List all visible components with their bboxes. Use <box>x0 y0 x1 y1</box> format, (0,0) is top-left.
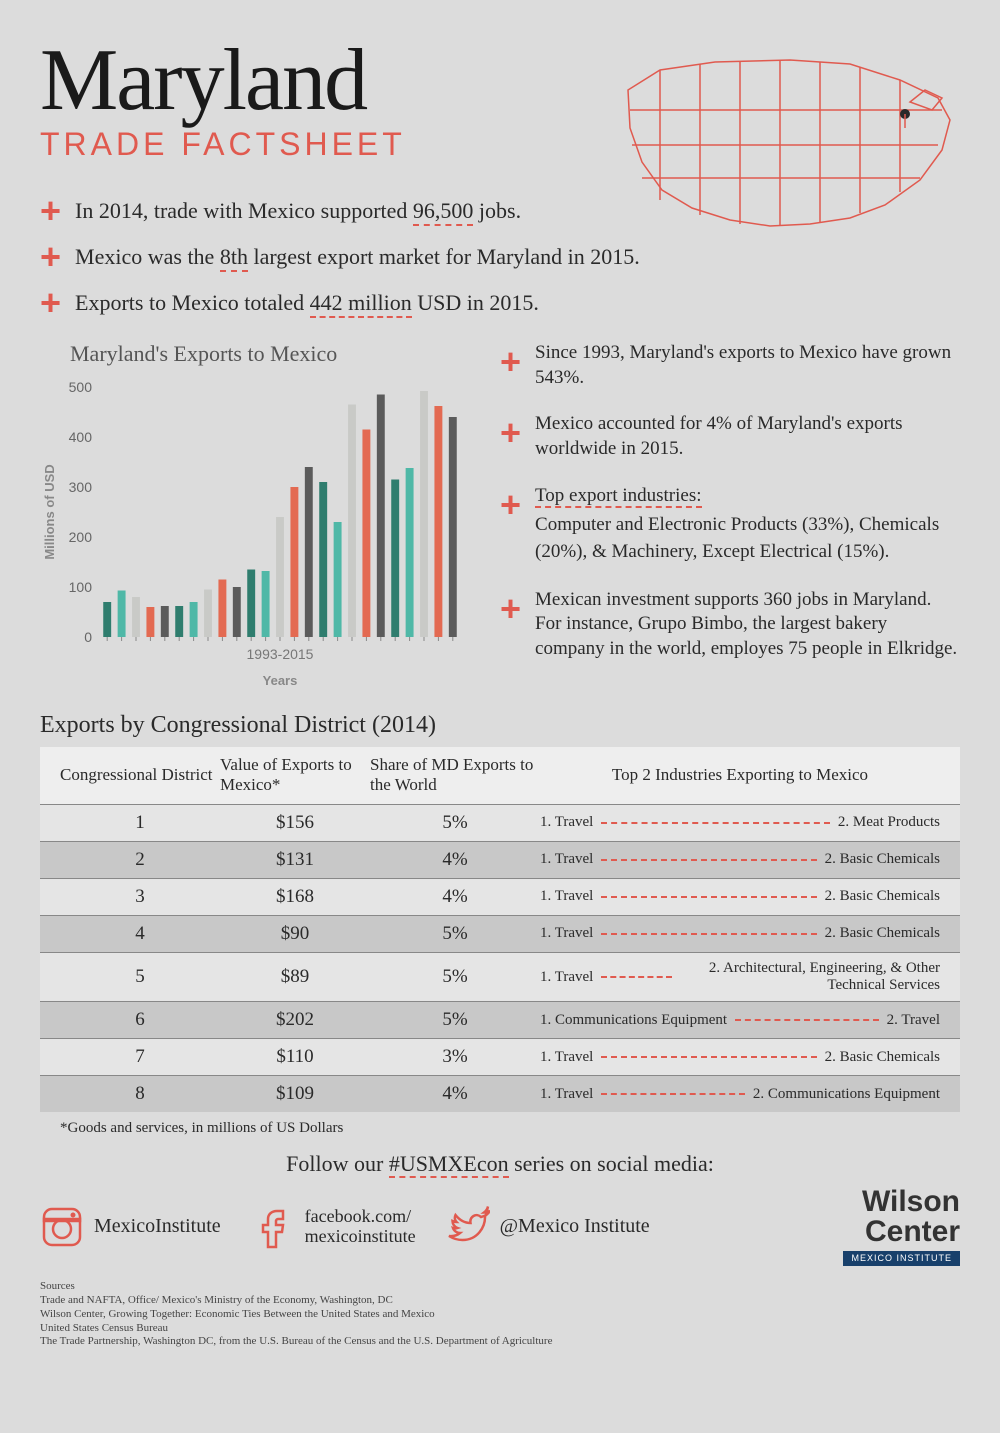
svg-text:1993-2015: 1993-2015 <box>247 646 314 662</box>
facebook-handle: facebook.com/ mexicoinstitute <box>305 1207 416 1247</box>
cell-industries: 1. Travel2. Basic Chemicals <box>540 888 940 905</box>
cell-industries: 1. Travel2. Basic Chemicals <box>540 925 940 942</box>
th-district: Congressional District <box>60 765 220 785</box>
cell-district: 1 <box>60 812 220 834</box>
table-row: 1$1565%1. Travel2. Meat Products <box>40 804 960 841</box>
follow-text: Follow our #USMXEcon series on social me… <box>40 1151 960 1177</box>
twitter-icon <box>446 1205 490 1249</box>
svg-text:100: 100 <box>69 579 93 595</box>
bullet-text: In 2014, trade with Mexico supported 96,… <box>75 198 521 224</box>
table-row: 6$2025%1. Communications Equipment2. Tra… <box>40 1001 960 1038</box>
cell-value: $131 <box>220 849 370 871</box>
bullet-text: Mexico was the 8th largest export market… <box>75 244 640 270</box>
cell-value: $90 <box>220 923 370 945</box>
plus-icon: + <box>40 239 61 275</box>
table-row: 3$1684%1. Travel2. Basic Chemicals <box>40 878 960 915</box>
bullet-text: Mexican investment supports 360 jobs in … <box>535 588 960 662</box>
table-row: 2$1314%1. Travel2. Basic Chemicals <box>40 841 960 878</box>
exports-table: Congressional District Value of Exports … <box>40 747 960 1112</box>
cell-district: 2 <box>60 849 220 871</box>
plus-icon: + <box>500 344 521 390</box>
plus-icon: + <box>40 193 61 229</box>
table-row: 7$1103%1. Travel2. Basic Chemicals <box>40 1038 960 1075</box>
cell-industries: 1. Travel2. Basic Chemicals <box>540 1049 940 1066</box>
chart-title: Maryland's Exports to Mexico <box>40 341 470 367</box>
table-title: Exports by Congressional District (2014) <box>40 712 960 739</box>
cell-district: 8 <box>60 1083 220 1105</box>
bullet-row: + Mexico was the 8th largest export mark… <box>40 239 960 275</box>
cell-district: 3 <box>60 886 220 908</box>
cell-share: 5% <box>370 1009 540 1031</box>
cell-value: $168 <box>220 886 370 908</box>
bullet-row: +Top export industries:Computer and Elec… <box>500 484 960 566</box>
bullet-text: Since 1993, Maryland's exports to Mexico… <box>535 341 960 390</box>
cell-share: 4% <box>370 886 540 908</box>
svg-text:500: 500 <box>69 379 93 395</box>
plus-icon: + <box>500 487 521 566</box>
cell-value: $156 <box>220 812 370 834</box>
cell-share: 5% <box>370 812 540 834</box>
instagram-handle: MexicoInstitute <box>94 1215 221 1238</box>
table-header-row: Congressional District Value of Exports … <box>40 747 960 804</box>
cell-value: $109 <box>220 1083 370 1105</box>
bullet-row: + Mexico accounted for 4% of Maryland's e… <box>500 412 960 461</box>
source-line: Trade and NAFTA, Office/ Mexico's Minist… <box>40 1294 960 1308</box>
bullet-text: Exports to Mexico totaled 442 million US… <box>75 290 539 316</box>
cell-value: $202 <box>220 1009 370 1031</box>
instagram-icon <box>40 1205 84 1249</box>
cell-industries: 1. Communications Equipment2. Travel <box>540 1012 940 1029</box>
cell-share: 4% <box>370 849 540 871</box>
cell-industries: 1. Travel2. Meat Products <box>540 814 940 831</box>
svg-text:200: 200 <box>69 529 93 545</box>
plus-icon: + <box>40 285 61 321</box>
cell-share: 3% <box>370 1046 540 1068</box>
source-line: The Trade Partnership, Washington DC, fr… <box>40 1335 960 1349</box>
cell-value: $110 <box>220 1046 370 1068</box>
svg-text:400: 400 <box>69 429 93 445</box>
cell-share: 5% <box>370 923 540 945</box>
twitter-handle: @Mexico Institute <box>500 1215 650 1238</box>
bullet-text: Top export industries:Computer and Elect… <box>535 484 960 566</box>
exports-bar-chart: 0 100 200 300 400 500 Millions of USD 1993-2015… <box>40 377 470 697</box>
bullet-row: + Exports to Mexico totaled 442 million … <box>40 285 960 321</box>
svg-text:0: 0 <box>84 629 92 645</box>
plus-icon: + <box>500 415 521 461</box>
table-row: 4$905%1. Travel2. Basic Chemicals <box>40 915 960 952</box>
th-industries: Top 2 Industries Exporting to Mexico <box>540 765 940 785</box>
th-value: Value of Exports to Mexico* <box>220 755 370 796</box>
svg-text:Years: Years <box>263 673 298 688</box>
cell-industries: 1. Travel2. Communications Equipment <box>540 1086 940 1103</box>
us-map-icon <box>620 50 960 240</box>
svg-text:300: 300 <box>69 479 93 495</box>
table-footnote: *Goods and services, in millions of US D… <box>40 1120 960 1137</box>
cell-district: 4 <box>60 923 220 945</box>
facebook-icon <box>251 1205 295 1249</box>
cell-industries: 1. Travel2. Basic Chemicals <box>540 851 940 868</box>
cell-share: 5% <box>370 966 540 988</box>
sources-block: Sources Trade and NAFTA, Office/ Mexico'… <box>40 1280 960 1349</box>
plus-icon: + <box>500 591 521 662</box>
social-facebook[interactable]: facebook.com/ mexicoinstitute <box>251 1205 416 1249</box>
table-row: 5$895%1. Travel2. Architectural, Enginee… <box>40 952 960 1002</box>
social-instagram[interactable]: MexicoInstitute <box>40 1205 221 1249</box>
cell-district: 6 <box>60 1009 220 1031</box>
source-line: Wilson Center, Growing Together: Economi… <box>40 1308 960 1322</box>
bullet-row: +Mexican investment supports 360 jobs in… <box>500 588 960 662</box>
source-line: United States Census Bureau <box>40 1322 960 1336</box>
bullet-text: Mexico accounted for 4% of Maryland's ex… <box>535 412 960 461</box>
wilson-center-logo: Wilson Center MEXICO INSTITUTE <box>843 1187 960 1266</box>
cell-district: 5 <box>60 966 220 988</box>
th-share: Share of MD Exports to the World <box>370 755 540 796</box>
social-twitter[interactable]: @Mexico Institute <box>446 1205 650 1249</box>
cell-value: $89 <box>220 966 370 988</box>
svg-text:Millions of USD: Millions of USD <box>42 464 57 559</box>
right-bullets: + Since 1993, Maryland's exports to Mexic… <box>500 341 960 702</box>
table-row: 8$1094%1. Travel2. Communications Equipm… <box>40 1075 960 1112</box>
cell-industries: 1. Travel2. Architectural, Engineering, … <box>540 960 940 995</box>
bullet-row: + Since 1993, Maryland's exports to Mexic… <box>500 341 960 390</box>
cell-share: 4% <box>370 1083 540 1105</box>
cell-district: 7 <box>60 1046 220 1068</box>
